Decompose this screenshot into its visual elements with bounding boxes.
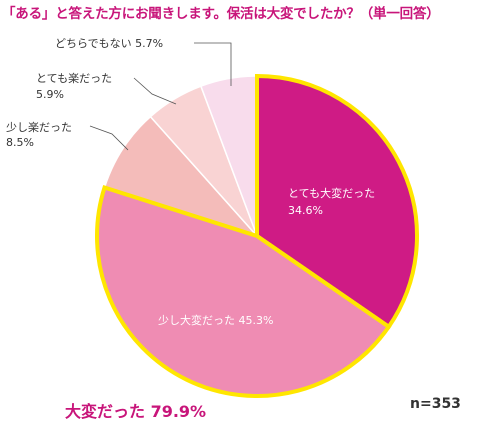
pie-slice-2-outline [95,184,392,399]
slice-value-4: 5.9% [36,88,64,101]
chart-title: 「ある」と答えた方にお聞きします。保活は大変でしたか？（単一回答） [2,6,440,22]
leader-line-5 [194,42,232,86]
slice-value-3: 8.5% [6,136,34,149]
leader-line-3 [89,125,129,151]
leader-lines [89,42,232,151]
highlight-outline [95,73,419,399]
pie-slice-1-outline [255,73,419,330]
leader-line-4 [133,77,177,105]
slice-label-2: 少し大変だった 45.3% [158,313,273,327]
slice-labels: とても大変だった 34.6% 少し大変だった 45.3% 少し楽だった 8.5% とても楽… [6,37,375,327]
slice-label-4: とても楽だった [36,72,112,85]
slice-label-5: どちらでもない 5.7% [55,37,163,50]
slice-value-1: 34.6% [288,204,323,217]
sample-size-label: n=353 [410,396,461,412]
slice-label-3: 少し楽だった [6,121,72,134]
slice-label-1: とても大変だった [288,186,375,200]
total-difficult-label: 大変だった 79.9% [65,402,207,421]
